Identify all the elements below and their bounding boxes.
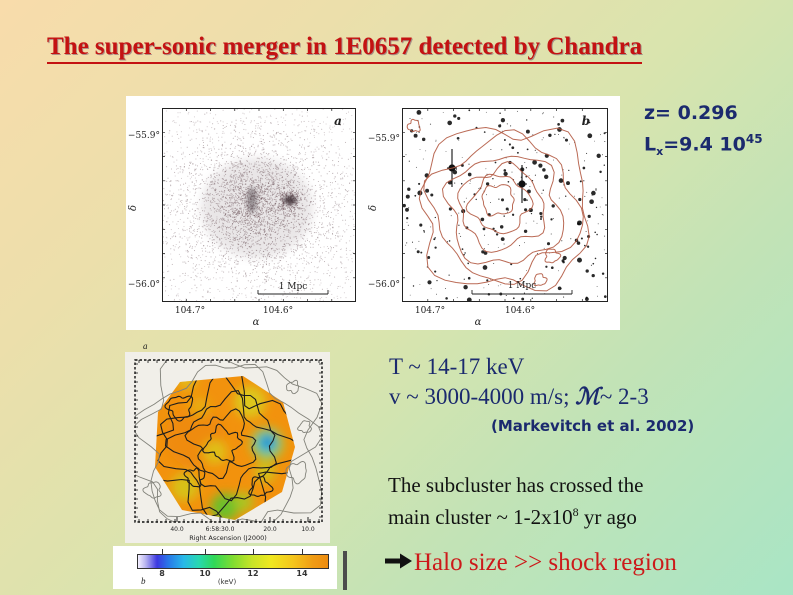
panel-a-ytick-top: −55.9° <box>128 131 160 141</box>
panel-b-ytick-bottom: −56.0° <box>368 280 400 290</box>
conclusion-text: Halo size >> shock region <box>414 549 677 576</box>
colorbar-label-14: 14 <box>296 569 308 578</box>
colorbar-panel-label: b <box>141 576 146 586</box>
panel-b-yaxis-label: δ <box>368 205 379 211</box>
panel-a-scalebar-label: 1 Mpc <box>279 282 308 292</box>
physics-text: T ~ 14-17 keV v ~ 3000-4000 m/s; ℳ~ 2-3 <box>389 352 649 412</box>
subcluster-line2: main cluster ~ 1-2x108 yr ago <box>388 505 637 529</box>
subcluster-text: The subcluster has crossed the main clus… <box>388 472 643 531</box>
colorbar-tick <box>302 549 303 554</box>
temperature-line: T ~ 14-17 keV <box>389 354 525 379</box>
slide-title: The super-sonic merger in 1E0657 detecte… <box>47 33 643 64</box>
citation: (Markevitch et al. 2002) <box>491 417 695 435</box>
optical-panel <box>402 108 608 302</box>
colorbar-label-12: 12 <box>247 569 259 578</box>
panel-b-scalebar <box>471 290 573 295</box>
temperature-map-svg: 40.0 6:58:30.0 20.0 10.0 Right Ascension… <box>134 359 323 542</box>
panel-b-xtick-right: 104.6° <box>505 306 535 316</box>
chandra-figure-svg: −55.9° −56.0° δ 104.7° 104.6° α a 1 Mpc … <box>128 108 608 328</box>
temperature-map-panel: 40.0 6:58:30.0 20.0 10.0 Right Ascension… <box>125 352 330 543</box>
panel-b-xaxis-label: α <box>475 317 482 328</box>
colorbar-label-8: 8 <box>159 569 165 578</box>
panel-a-xaxis-label: α <box>253 317 260 328</box>
mach-symbol: ℳ <box>575 384 600 409</box>
panel-a-ytick-bottom: −56.0° <box>128 280 160 290</box>
colorbar-tick <box>205 549 206 554</box>
map-xtick-2: 6:58:30.0 <box>206 526 235 533</box>
panel-b-label: b <box>582 114 590 128</box>
temperature-map-content <box>134 359 323 523</box>
redshift-value: z= 0.296 <box>644 102 738 124</box>
colorbar-tick <box>253 549 254 554</box>
map-xtick-1: 40.0 <box>170 526 184 533</box>
subcluster-line1: The subcluster has crossed the <box>388 473 644 497</box>
map-xtick-4: 10.0 <box>301 526 315 533</box>
right-arrow-icon <box>385 551 413 576</box>
colorbar-panel: 8 10 12 14 (keV) b <box>113 546 337 589</box>
panel-b-scalebar-label: 1 Mpc <box>508 281 537 291</box>
panel-a-scalebar <box>257 290 329 295</box>
colorbar-shadow <box>343 551 347 590</box>
chandra-figure-strip: −55.9° −56.0° δ 104.7° 104.6° α a 1 Mpc … <box>126 96 620 330</box>
panel-b-ytick-top: −55.9° <box>368 134 400 144</box>
colorbar-label-10: 10 <box>199 569 211 578</box>
panel-b-xtick-left: 104.7° <box>415 306 445 316</box>
panel-a-xtick-left: 104.7° <box>175 306 205 316</box>
panel-a-yaxis-label: δ <box>128 205 139 211</box>
colorbar-gradient <box>137 554 329 569</box>
panel-a-label: a <box>334 114 342 128</box>
velocity-line: v ~ 3000-4000 m/s; ℳ~ 2-3 <box>389 384 649 409</box>
redshift-info: z= 0.296 Lx=9.4 1045 <box>644 100 763 165</box>
luminosity-value: Lx=9.4 1045 <box>644 132 763 159</box>
temp-map-panel-label: a <box>143 341 148 351</box>
map-xaxis-label: Right Ascension (J2000) <box>189 534 267 542</box>
map-xtick-3: 20.0 <box>263 526 277 533</box>
panel-a-xtick-right: 104.6° <box>263 306 293 316</box>
colorbar-unit: (keV) <box>217 578 237 586</box>
xray-panel <box>162 108 356 302</box>
conclusion: Halo size >> shock region <box>385 549 677 577</box>
colorbar-tick <box>162 549 163 554</box>
